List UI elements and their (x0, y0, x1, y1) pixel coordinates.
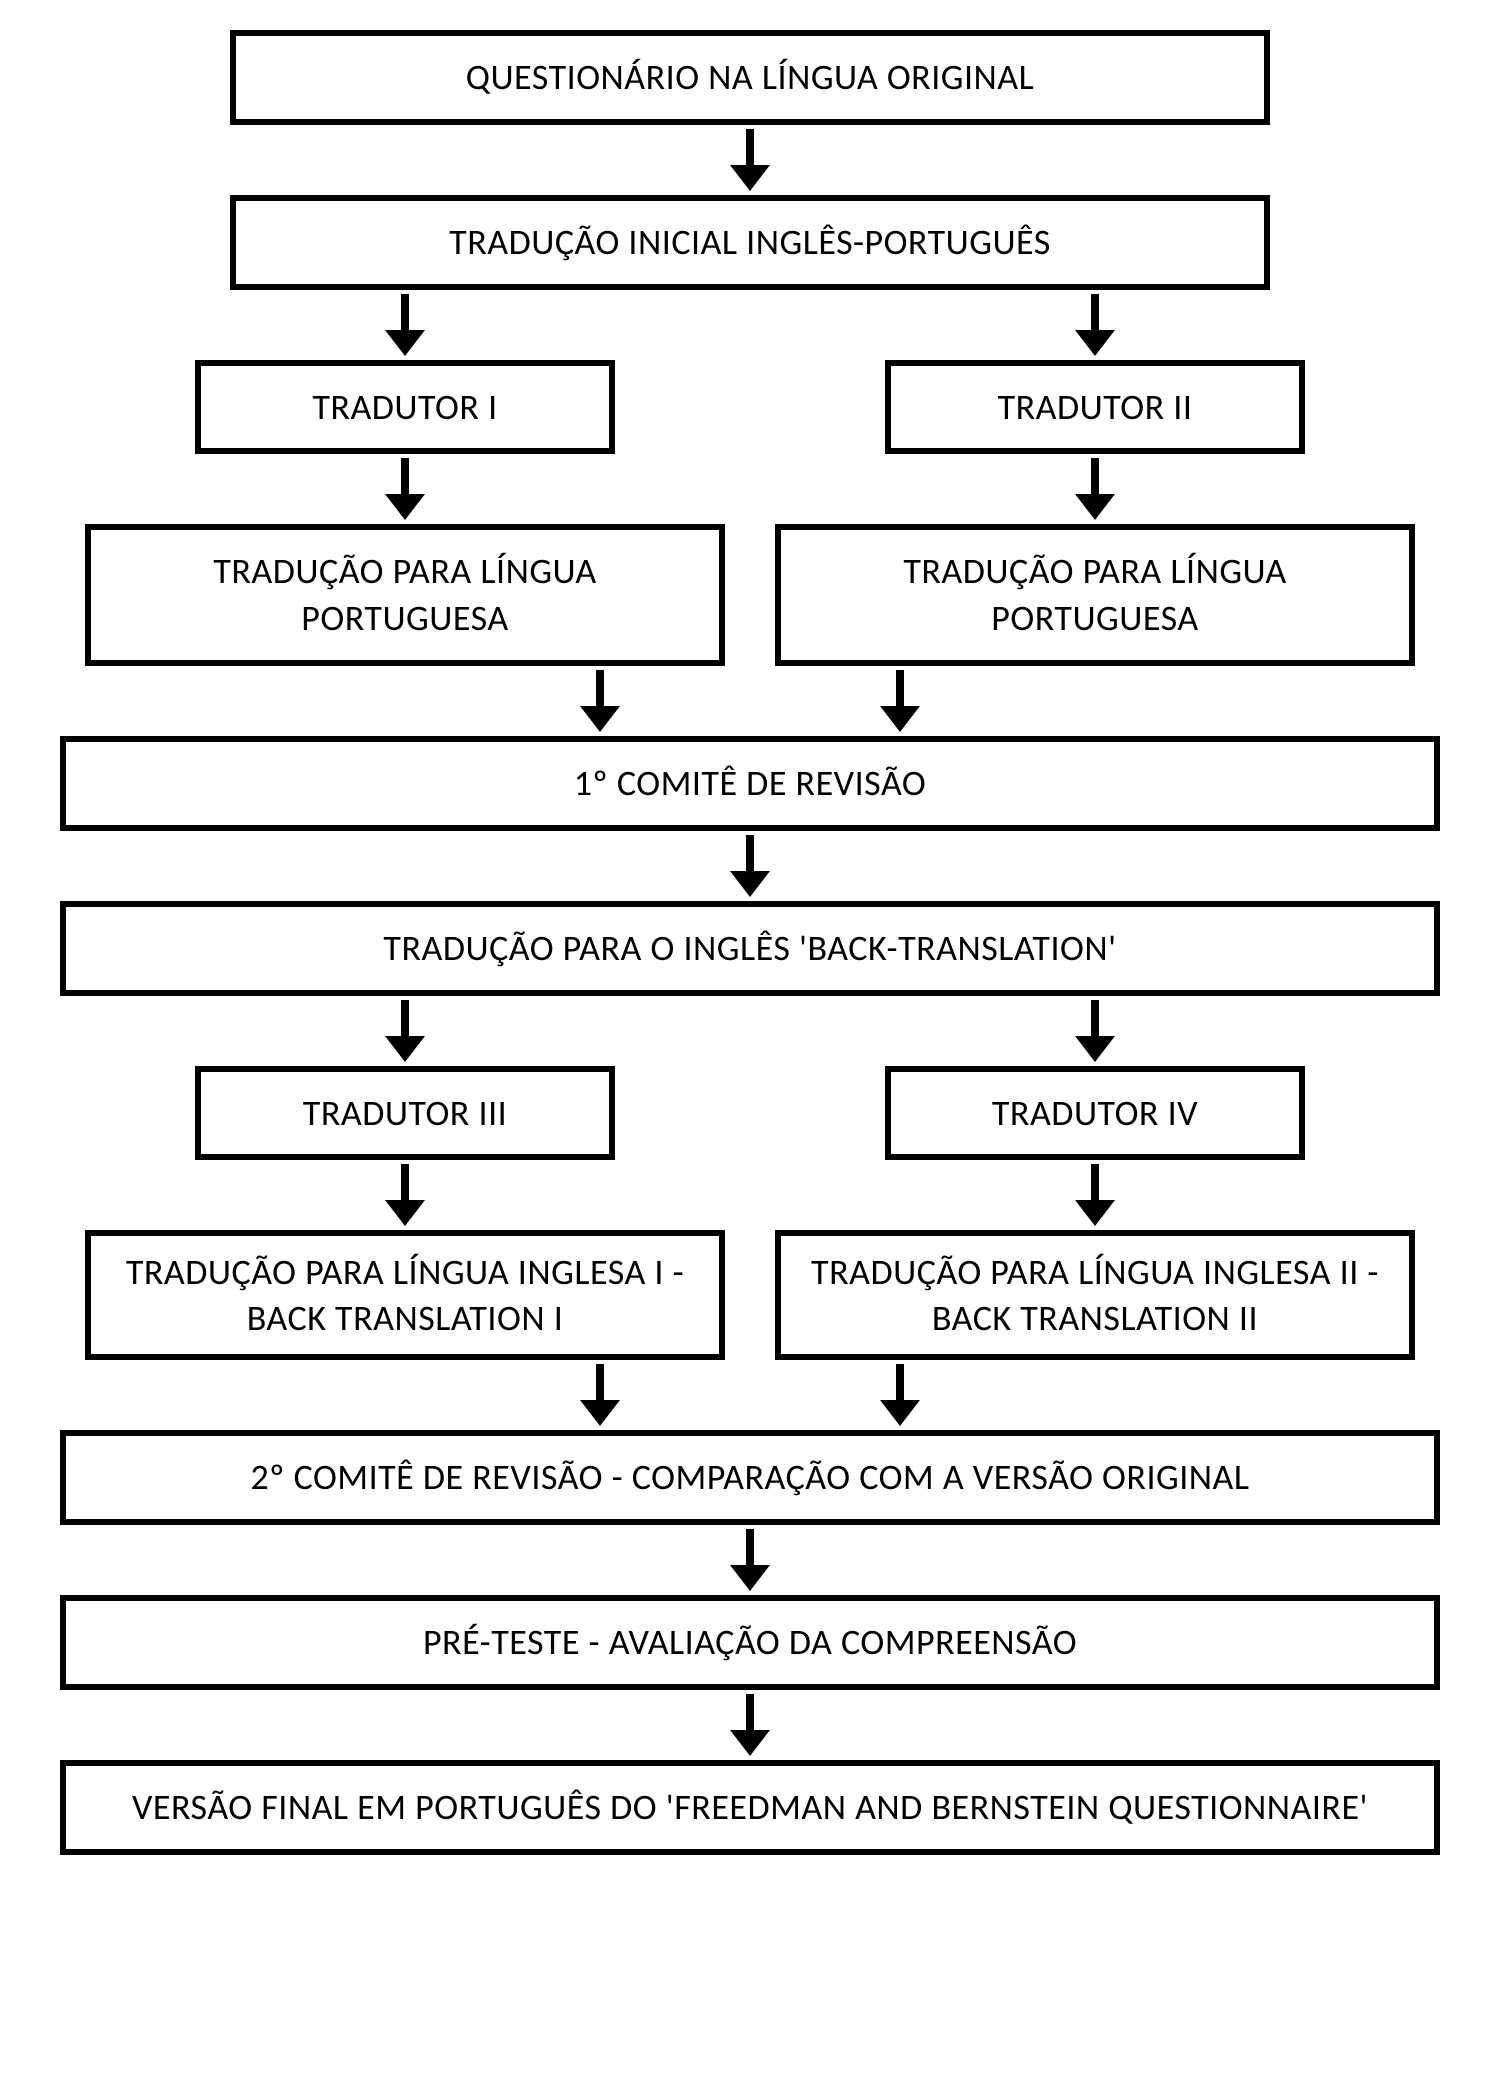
node-back-translation: TRADUÇÃO PARA O INGLÊS 'BACK-TRANSLATION… (60, 901, 1440, 996)
node-label: TRADUTOR II (998, 384, 1193, 431)
arrow-down-icon (375, 996, 435, 1066)
node-label: TRADUÇÃO INICIAL INGLÊS-PORTUGUÊS (449, 219, 1051, 266)
arrow-split (60, 996, 1440, 1066)
arrow-down-icon (720, 1690, 780, 1760)
node-final-version: VERSÃO FINAL EM PORTUGUÊS DO 'FREEDMAN A… (60, 1760, 1440, 1855)
node-translator-3: TRADUTOR III (195, 1066, 615, 1161)
node-label: TRADUTOR IV (992, 1090, 1198, 1137)
arrow-down-icon (570, 1360, 630, 1430)
node-label: TRADUTOR III (303, 1090, 507, 1137)
arrow (40, 1690, 1460, 1760)
arrow-split (60, 290, 1440, 360)
row-translators-1: TRADUTOR I TRADUTOR II (60, 360, 1440, 455)
arrow-down-icon (870, 666, 930, 736)
node-back-translation-1: TRADUÇÃO PARA LÍNGUA INGLESA I - BACK TR… (85, 1230, 725, 1360)
arrow-merge (60, 666, 1440, 736)
arrow-down-icon (1065, 290, 1125, 360)
translation-process-flowchart: QUESTIONÁRIO NA LÍNGUA ORIGINAL TRADUÇÃO… (40, 30, 1460, 1855)
row-pt-translations: TRADUÇÃO PARA LÍNGUA PORTUGUESA TRADUÇÃO… (60, 524, 1440, 666)
arrow (40, 831, 1460, 901)
node-label: TRADUÇÃO PARA LÍNGUA INGLESA I - BACK TR… (115, 1249, 695, 1343)
arrow-down-icon (375, 1160, 435, 1230)
node-translator-2: TRADUTOR II (885, 360, 1305, 455)
arrow-down-icon (720, 831, 780, 901)
node-label: TRADUÇÃO PARA LÍNGUA INGLESA II - BACK T… (805, 1249, 1385, 1343)
node-back-translation-2: TRADUÇÃO PARA LÍNGUA INGLESA II - BACK T… (775, 1230, 1415, 1360)
node-label: VERSÃO FINAL EM PORTUGUÊS DO 'FREEDMAN A… (132, 1784, 1368, 1831)
arrow (40, 1525, 1460, 1595)
node-label: QUESTIONÁRIO NA LÍNGUA ORIGINAL (466, 54, 1035, 101)
arrow-down-icon (870, 1360, 930, 1430)
row-en-back-translations: TRADUÇÃO PARA LÍNGUA INGLESA I - BACK TR… (60, 1230, 1440, 1360)
node-translator-1: TRADUTOR I (195, 360, 615, 455)
arrow-down-icon (570, 666, 630, 736)
node-pt-translation-2: TRADUÇÃO PARA LÍNGUA PORTUGUESA (775, 524, 1415, 666)
row-translators-2: TRADUTOR III TRADUTOR IV (60, 1066, 1440, 1161)
node-original-questionnaire: QUESTIONÁRIO NA LÍNGUA ORIGINAL (230, 30, 1270, 125)
node-label: TRADUÇÃO PARA LÍNGUA PORTUGUESA (805, 548, 1385, 642)
node-pt-translation-1: TRADUÇÃO PARA LÍNGUA PORTUGUESA (85, 524, 725, 666)
arrow-down-icon (375, 290, 435, 360)
arrow-parallel (60, 1160, 1440, 1230)
arrow-down-icon (1065, 1160, 1125, 1230)
arrow (40, 125, 1460, 195)
node-pretest: PRÉ-TESTE - AVALIAÇÃO DA COMPREENSÃO (60, 1595, 1440, 1690)
arrow-down-icon (720, 125, 780, 195)
node-label: 1º COMITÊ DE REVISÃO (574, 760, 926, 807)
arrow-down-icon (1065, 996, 1125, 1066)
node-initial-translation: TRADUÇÃO INICIAL INGLÊS-PORTUGUÊS (230, 195, 1270, 290)
node-label: TRADUTOR I (312, 384, 497, 431)
node-label: TRADUÇÃO PARA LÍNGUA PORTUGUESA (115, 548, 695, 642)
node-label: PRÉ-TESTE - AVALIAÇÃO DA COMPREENSÃO (423, 1619, 1077, 1666)
arrow-merge (60, 1360, 1440, 1430)
arrow-down-icon (1065, 454, 1125, 524)
arrow-down-icon (720, 1525, 780, 1595)
node-label: 2º COMITÊ DE REVISÃO - COMPARAÇÃO COM A … (250, 1454, 1249, 1501)
arrow-down-icon (375, 454, 435, 524)
node-first-committee: 1º COMITÊ DE REVISÃO (60, 736, 1440, 831)
arrow-parallel (60, 454, 1440, 524)
node-translator-4: TRADUTOR IV (885, 1066, 1305, 1161)
node-label: TRADUÇÃO PARA O INGLÊS 'BACK-TRANSLATION… (383, 925, 1116, 972)
node-second-committee: 2º COMITÊ DE REVISÃO - COMPARAÇÃO COM A … (60, 1430, 1440, 1525)
